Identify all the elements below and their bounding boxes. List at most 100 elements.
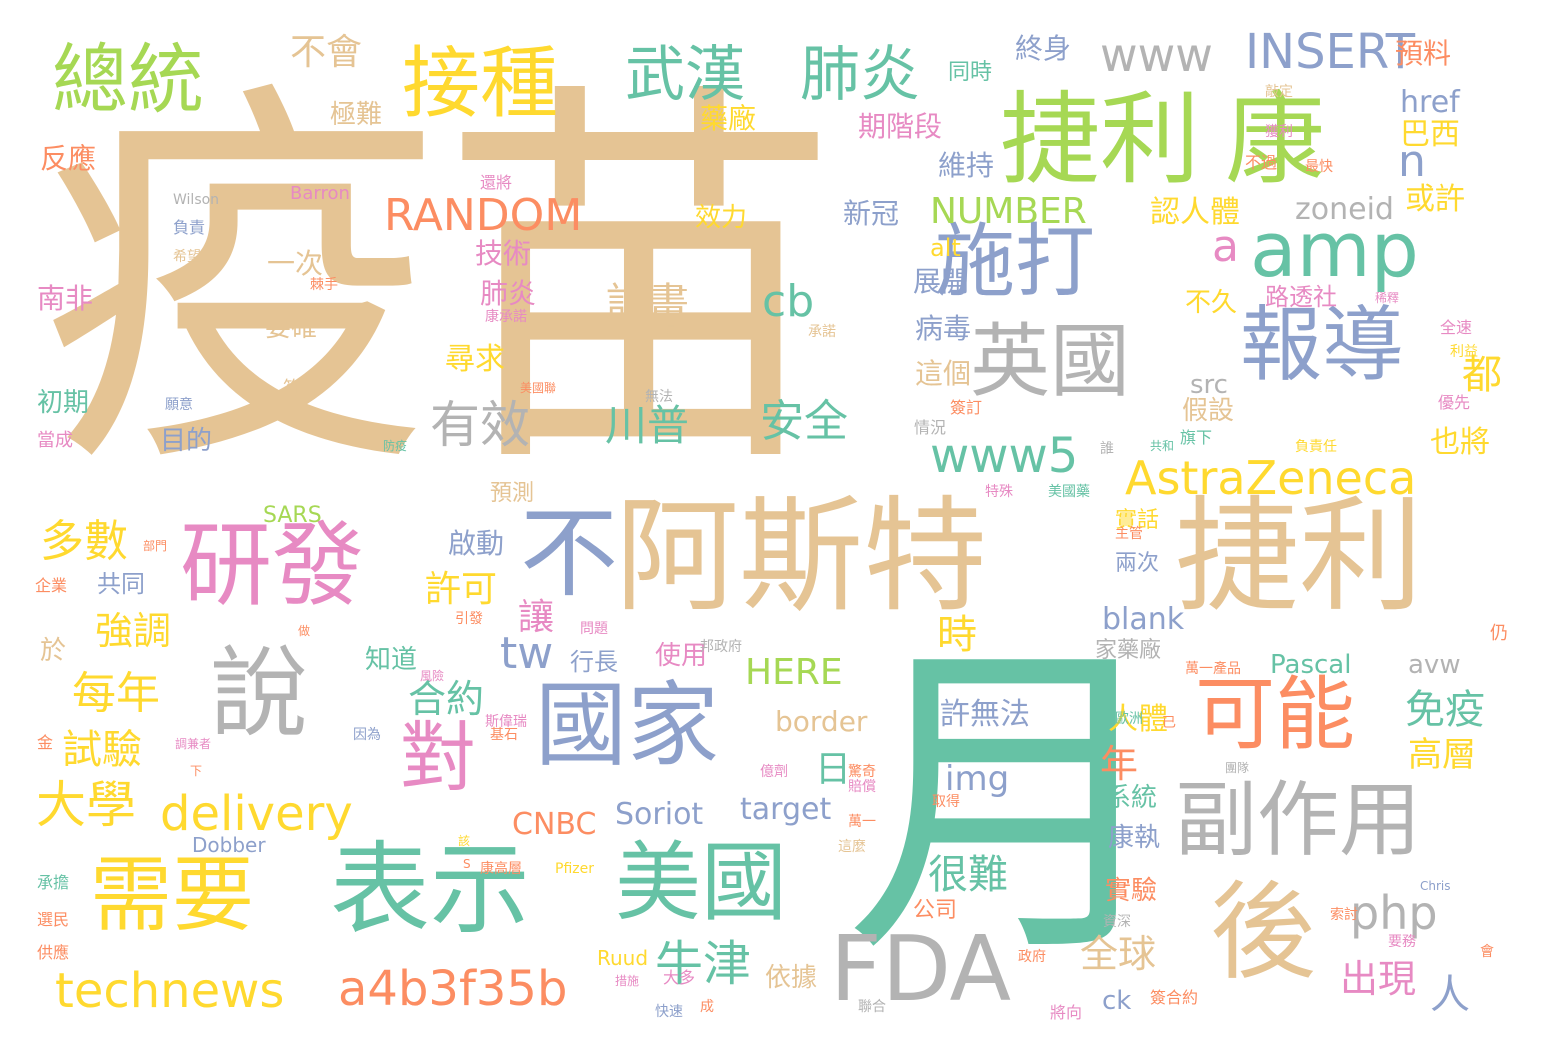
cloud-word-w149: 負責任	[1295, 439, 1337, 455]
cloud-word-w017: 報導	[1240, 298, 1405, 393]
cloud-word-w154: 引發	[455, 611, 483, 627]
cloud-word-w074: Pascal	[1270, 650, 1352, 680]
cloud-word-w001: 疫苗	[40, 52, 840, 517]
cloud-word-w160: 基石	[490, 727, 518, 743]
cloud-word-w106: 病毒	[915, 312, 972, 345]
cloud-word-w135: 棘手	[310, 277, 338, 293]
cloud-word-w157: 做	[298, 624, 311, 638]
cloud-word-w070: 讓	[518, 597, 555, 638]
cloud-word-w029: 研發	[180, 512, 365, 619]
cloud-word-w068: 合約	[408, 677, 485, 721]
cloud-word-w035: 對	[400, 713, 476, 802]
cloud-word-w072: blank	[1102, 602, 1185, 637]
cloud-word-w025: 安全	[760, 396, 848, 447]
cloud-word-w049: 多數	[40, 516, 128, 567]
cloud-word-w166: 團隊	[1225, 761, 1250, 775]
cloud-word-w028: AstraZeneca	[1125, 451, 1417, 505]
cloud-word-w088: 初期	[37, 388, 90, 418]
cloud-word-w044: a4b3f35b	[338, 961, 568, 1017]
cloud-word-w197: 不過	[1245, 153, 1278, 172]
cloud-word-w169: 已	[1162, 715, 1176, 731]
cloud-word-w161: 因為	[353, 727, 381, 743]
cloud-word-w077: src	[1190, 370, 1228, 400]
cloud-word-w102: 技術	[475, 237, 532, 270]
cloud-word-w100: 新冠	[843, 197, 900, 230]
cloud-word-w114: SARS	[263, 503, 322, 528]
cloud-word-w056: 高層	[1408, 735, 1476, 775]
cloud-word-w202: 優先	[1438, 393, 1471, 412]
cloud-word-w060: HERE	[745, 652, 843, 693]
cloud-word-w062: target	[740, 792, 832, 827]
cloud-word-w107: 這個	[915, 357, 972, 390]
cloud-word-w126: ck	[1102, 986, 1132, 1016]
cloud-word-w087: 南非	[37, 282, 94, 315]
cloud-word-w170: 仍	[1490, 623, 1508, 644]
cloud-word-w016: 英國	[970, 315, 1130, 408]
cloud-word-w071: 時	[937, 612, 977, 658]
cloud-word-w122: 康執	[1108, 823, 1161, 853]
cloud-word-w163: 驚奇	[848, 764, 876, 780]
cloud-word-w041: 美國	[615, 833, 787, 933]
cloud-word-w042: FDA	[830, 917, 1012, 1022]
cloud-word-w132: Barron	[290, 183, 350, 204]
cloud-word-w039: 需要	[90, 848, 255, 943]
cloud-word-w076: zoneid	[1295, 192, 1394, 227]
cloud-word-w174: 這麼	[838, 839, 866, 855]
cloud-word-w183: 要務	[1388, 934, 1416, 950]
cloud-word-w181: 索討	[1330, 907, 1358, 923]
cloud-word-w105: 展開	[913, 265, 970, 298]
cloud-word-w117: 共同	[97, 570, 145, 598]
cloud-word-w158: 風險	[420, 669, 445, 683]
cloud-word-w120: 使用	[655, 641, 708, 671]
cloud-word-w150: 特殊	[985, 484, 1013, 500]
cloud-word-w101: 效力	[695, 203, 748, 233]
cloud-word-w073: 人體	[1108, 702, 1168, 737]
cloud-word-w141: 成員	[650, 324, 678, 340]
cloud-word-w195: 敲定	[1265, 84, 1293, 100]
cloud-word-w066: 年	[1100, 742, 1139, 786]
cloud-word-w052: 全球	[1080, 932, 1157, 976]
cloud-word-w022: cb	[762, 276, 815, 327]
cloud-word-w128: 兩次	[1115, 551, 1160, 576]
cloud-word-w061: border	[775, 705, 868, 738]
cloud-word-w184: 會	[1480, 944, 1494, 960]
cloud-word-w030: 不	[520, 497, 619, 611]
cloud-word-w186: 措施	[615, 974, 640, 988]
cloud-word-w173: 萬一	[848, 814, 876, 830]
cloud-word-w038: 後	[1210, 871, 1316, 994]
cloud-word-w024: 川普	[605, 401, 690, 450]
cloud-word-w050: 強調	[95, 609, 172, 653]
cloud-word-w011: 不會	[290, 32, 363, 73]
cloud-word-w099: 維持	[938, 149, 995, 182]
cloud-word-w063: CNBC	[512, 807, 597, 842]
cloud-word-w085: 假設	[1182, 396, 1235, 426]
cloud-word-w176: 該	[458, 834, 471, 848]
cloud-word-w082: 人	[1430, 972, 1470, 1018]
cloud-word-w200: 利益	[1450, 344, 1478, 360]
cloud-word-w196: 獲利	[1265, 124, 1293, 140]
cloud-word-w129: 家藥廠	[1095, 638, 1162, 663]
cloud-word-w027: www5	[930, 428, 1079, 484]
cloud-word-w178: 康高層	[480, 861, 522, 877]
cloud-word-w081: 也將	[1430, 425, 1490, 460]
cloud-word-w133: 負責	[173, 218, 206, 237]
cloud-word-w053: 出現	[1340, 957, 1417, 1001]
cloud-word-w180: 資深	[1103, 914, 1131, 930]
cloud-word-w130: 同時	[948, 60, 993, 85]
cloud-word-w138: 願意	[165, 397, 193, 413]
cloud-word-w058: 很難	[928, 852, 1008, 898]
cloud-word-w020: a	[1212, 221, 1239, 272]
cloud-word-w051: 牛津	[655, 936, 752, 992]
cloud-word-w093: 承擔	[37, 873, 70, 892]
cloud-word-w005: 總統	[52, 35, 204, 124]
cloud-word-w134: 希望	[173, 249, 201, 265]
cloud-word-w010: INSERT	[1245, 24, 1416, 80]
cloud-word-w013: 預料	[1395, 37, 1452, 70]
cloud-word-w048: 試驗	[62, 727, 142, 773]
cloud-word-w185: Ruud	[597, 946, 649, 970]
cloud-word-w012: 終身	[1015, 32, 1072, 65]
cloud-word-w075: avw	[1408, 650, 1461, 680]
cloud-word-w131: Wilson	[173, 192, 220, 208]
cloud-word-w014: amp	[1250, 205, 1419, 294]
